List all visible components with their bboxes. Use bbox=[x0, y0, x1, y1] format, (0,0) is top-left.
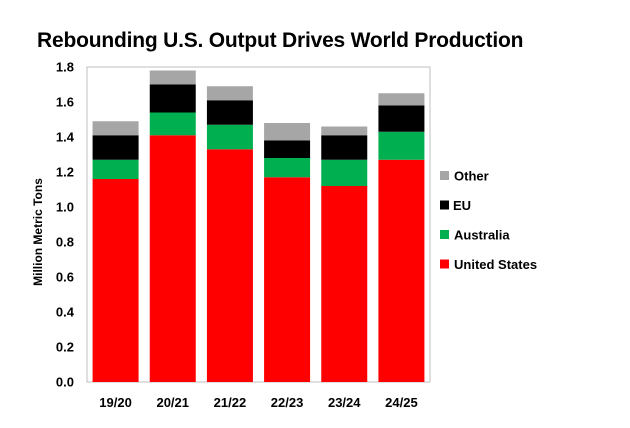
bar-segment-eu bbox=[378, 105, 425, 132]
bar-segment-united-states bbox=[206, 149, 253, 382]
x-category-label: 23/24 bbox=[328, 395, 361, 410]
bar-segment-australia bbox=[92, 159, 139, 179]
axes bbox=[86, 66, 431, 383]
legend-label: Other bbox=[454, 169, 489, 184]
bar-segment-other bbox=[92, 121, 139, 136]
x-category-label: 21/22 bbox=[214, 395, 247, 410]
legend-swatch bbox=[440, 259, 449, 269]
bar-segment-australia bbox=[321, 159, 368, 186]
x-category-label: 24/25 bbox=[385, 395, 418, 410]
y-tick-label: 1.6 bbox=[56, 95, 74, 110]
bar-segment-eu bbox=[149, 84, 196, 113]
bar-segment-eu bbox=[321, 135, 368, 160]
legend-label: United States bbox=[454, 257, 537, 272]
y-tick-label: 0.2 bbox=[56, 340, 74, 355]
bar-segment-united-states bbox=[264, 177, 311, 382]
plot-area-border bbox=[86, 66, 431, 383]
bar-segment-other bbox=[149, 70, 196, 85]
bar-segment-australia bbox=[264, 158, 311, 178]
bar-segment-australia bbox=[149, 112, 196, 136]
y-axis-label: Million Metric Tons bbox=[31, 178, 45, 286]
bar-segment-united-states bbox=[321, 186, 368, 382]
bar-segment-other bbox=[264, 123, 311, 141]
y-tick-label: 0.6 bbox=[56, 270, 74, 285]
bar-segment-united-states bbox=[378, 159, 425, 382]
x-categories: 19/20 20/21 21/22 22/23 23/24 24/25 bbox=[99, 395, 417, 410]
y-tick-label: 1.0 bbox=[56, 200, 74, 215]
x-category-label: 19/20 bbox=[99, 395, 132, 410]
bar-segment-australia bbox=[378, 131, 425, 160]
bar-segment-eu bbox=[92, 135, 139, 160]
bar-segment-other bbox=[321, 126, 368, 136]
bar-segment-eu bbox=[264, 140, 311, 158]
bar-segment-united-states bbox=[92, 179, 139, 382]
y-tick-label: 1.8 bbox=[56, 60, 74, 75]
bar-segment-other bbox=[378, 93, 425, 106]
x-category-label: 22/23 bbox=[271, 395, 304, 410]
legend-swatch bbox=[440, 200, 449, 210]
y-tick-label: 0.0 bbox=[56, 375, 74, 390]
legend-label: EU bbox=[453, 198, 471, 213]
y-tick-label: 0.4 bbox=[56, 305, 75, 320]
bars bbox=[92, 70, 425, 382]
bar-segment-other bbox=[206, 86, 253, 101]
legend: Other EU Australia United States bbox=[440, 169, 537, 272]
x-category-label: 20/21 bbox=[156, 395, 189, 410]
y-tick-label: 1.2 bbox=[56, 165, 74, 180]
legend-swatch bbox=[440, 171, 449, 180]
y-ticks: 0.0 0.2 0.4 0.6 0.8 1.0 1.2 1.4 1.6 1.8 bbox=[56, 60, 75, 390]
legend-label: Australia bbox=[454, 228, 510, 243]
y-tick-label: 1.4 bbox=[56, 130, 75, 145]
bar-segment-eu bbox=[206, 100, 253, 125]
chart-title: Rebounding U.S. Output Drives World Prod… bbox=[37, 29, 524, 52]
bar-segment-united-states bbox=[149, 135, 196, 382]
legend-swatch bbox=[440, 230, 449, 239]
y-tick-label: 0.8 bbox=[56, 235, 74, 250]
bar-segment-australia bbox=[206, 124, 253, 150]
